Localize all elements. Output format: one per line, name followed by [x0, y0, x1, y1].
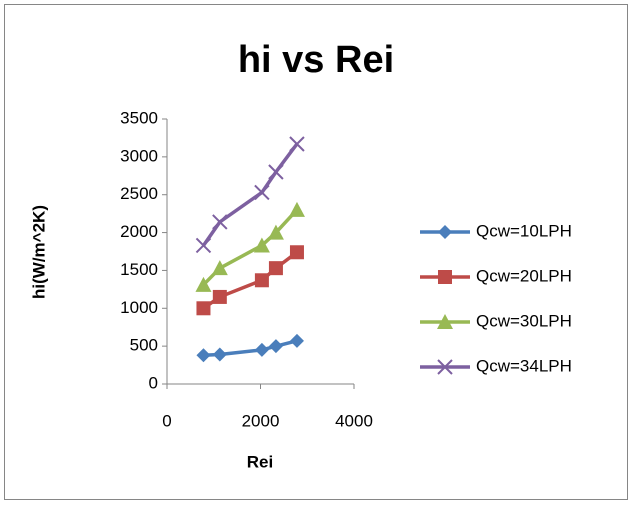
chart-title: hi vs Rei [238, 39, 394, 81]
marker [212, 347, 227, 362]
y-tick-label: 500 [130, 336, 158, 355]
marker [254, 342, 269, 357]
y-tick-label: 1500 [120, 260, 158, 279]
marker [288, 201, 305, 217]
marker [268, 261, 283, 276]
y-tick-label: 0 [149, 373, 158, 392]
y-axis-label: hi(W/m^2K) [29, 205, 48, 299]
y-tick-label: 3000 [120, 146, 158, 165]
legend-label: Qcw=20LPH [476, 266, 572, 285]
legend-marker [438, 270, 452, 284]
legend-marker [437, 359, 453, 375]
marker [289, 136, 305, 152]
marker [289, 333, 304, 348]
x-tick-label: 4000 [335, 411, 373, 430]
marker [195, 237, 212, 254]
marker [254, 184, 270, 201]
legend-label: Qcw=34LPH [476, 356, 572, 375]
x-tick-label: 0 [162, 411, 171, 430]
legend-label: Qcw=30LPH [476, 311, 572, 330]
marker [289, 245, 304, 260]
y-tick-label: 2000 [120, 222, 158, 241]
marker [268, 339, 283, 354]
marker [267, 224, 284, 240]
x-axis-label: Rei [247, 452, 273, 471]
marker [211, 260, 228, 276]
y-tick-label: 2500 [120, 184, 158, 203]
marker [196, 348, 211, 363]
marker [212, 214, 228, 230]
x-tick-label: 2000 [242, 411, 280, 430]
marker [212, 289, 227, 304]
legend-label: Qcw=10LPH [476, 221, 572, 240]
legend-marker [437, 314, 453, 329]
marker [268, 164, 284, 180]
y-tick-label: 3500 [120, 108, 158, 127]
marker [195, 276, 212, 292]
marker [254, 273, 269, 288]
marker [196, 301, 211, 316]
marker [253, 237, 270, 253]
y-tick-label: 1000 [120, 298, 158, 317]
legend-marker [438, 225, 452, 239]
chart-border [4, 4, 628, 500]
